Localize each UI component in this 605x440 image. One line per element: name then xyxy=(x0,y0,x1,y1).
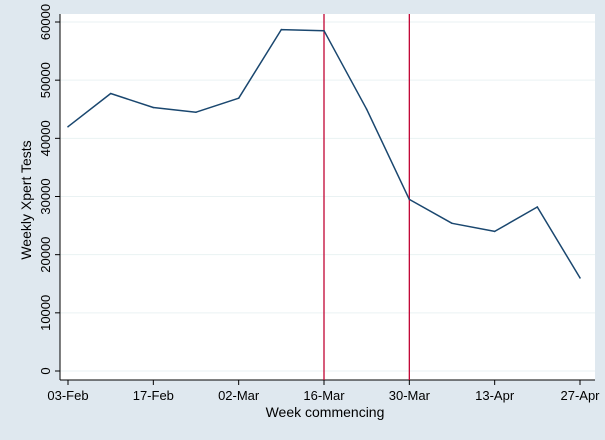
y-tick-label: 60000 xyxy=(38,4,53,40)
x-tick-label: 27-Apr xyxy=(560,388,600,403)
data-point xyxy=(493,230,496,233)
x-axis-title: Week commencing xyxy=(266,404,385,420)
data-point xyxy=(408,198,411,201)
x-tick-label: 30-Mar xyxy=(389,388,431,403)
x-tick-label: 13-Apr xyxy=(475,388,515,403)
x-tick-label: 17-Feb xyxy=(133,388,174,403)
tick-labels: 0 10000 20000 30000 40000 50000 60000 03-Feb 17-… xyxy=(38,4,600,403)
data-point xyxy=(109,92,112,95)
data-point xyxy=(451,222,453,225)
axes xyxy=(55,14,595,385)
y-axis-title: Weekly Xpert Tests xyxy=(18,140,34,259)
x-tick-label: 02-Mar xyxy=(218,388,260,403)
y-tick-label: 50000 xyxy=(38,62,53,98)
data-point xyxy=(579,277,581,279)
y-tick-label: 0 xyxy=(38,367,53,374)
data-point xyxy=(280,28,283,31)
gridlines xyxy=(60,21,595,372)
data-point xyxy=(152,106,155,109)
data-point xyxy=(323,29,325,32)
reference-lines xyxy=(323,14,410,380)
data-point xyxy=(536,206,539,208)
x-tick-label: 16-Mar xyxy=(303,388,345,403)
series xyxy=(67,28,581,279)
x-tick-label: 03-Feb xyxy=(47,388,88,403)
data-point xyxy=(237,97,240,99)
data-point xyxy=(67,125,69,128)
y-tick-label: 40000 xyxy=(38,120,53,156)
y-tick-label: 10000 xyxy=(38,295,53,331)
data-point xyxy=(365,108,368,111)
y-tick-label: 30000 xyxy=(38,178,53,214)
y-tick-label: 20000 xyxy=(38,237,53,273)
data-point xyxy=(195,111,197,113)
